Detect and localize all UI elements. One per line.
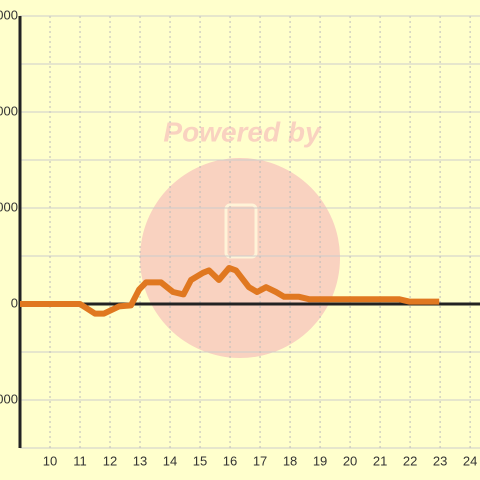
x-tick-label: 22: [403, 453, 417, 468]
x-tick-label: 21: [373, 453, 387, 468]
x-tick-label: 11: [73, 453, 87, 468]
y-tick-label: 0: [11, 295, 18, 310]
watermark-logo: [224, 203, 258, 259]
y-tick-label: 2,000: [0, 199, 18, 214]
x-tick-label: 13: [133, 453, 147, 468]
y-tick-label: -2,000: [0, 391, 18, 406]
x-tick-label: 19: [313, 453, 327, 468]
watermark-text: Powered by: [163, 116, 322, 147]
x-tick-label: 16: [223, 453, 237, 468]
x-tick-label: 18: [283, 453, 297, 468]
y-tick-label: 6,000: [0, 7, 18, 22]
x-tick-label: 12: [103, 453, 117, 468]
data-line: [20, 265, 440, 317]
x-tick-label: 17: [253, 453, 267, 468]
x-tick-label: 20: [343, 453, 357, 468]
x-tick-label: 10: [43, 453, 57, 468]
x-tick-label: 24: [463, 453, 477, 468]
y-tick-label: 4,000: [0, 103, 18, 118]
x-tick-label: 14: [163, 453, 177, 468]
x-tick-label: 23: [433, 453, 447, 468]
x-tick-label: 15: [193, 453, 207, 468]
